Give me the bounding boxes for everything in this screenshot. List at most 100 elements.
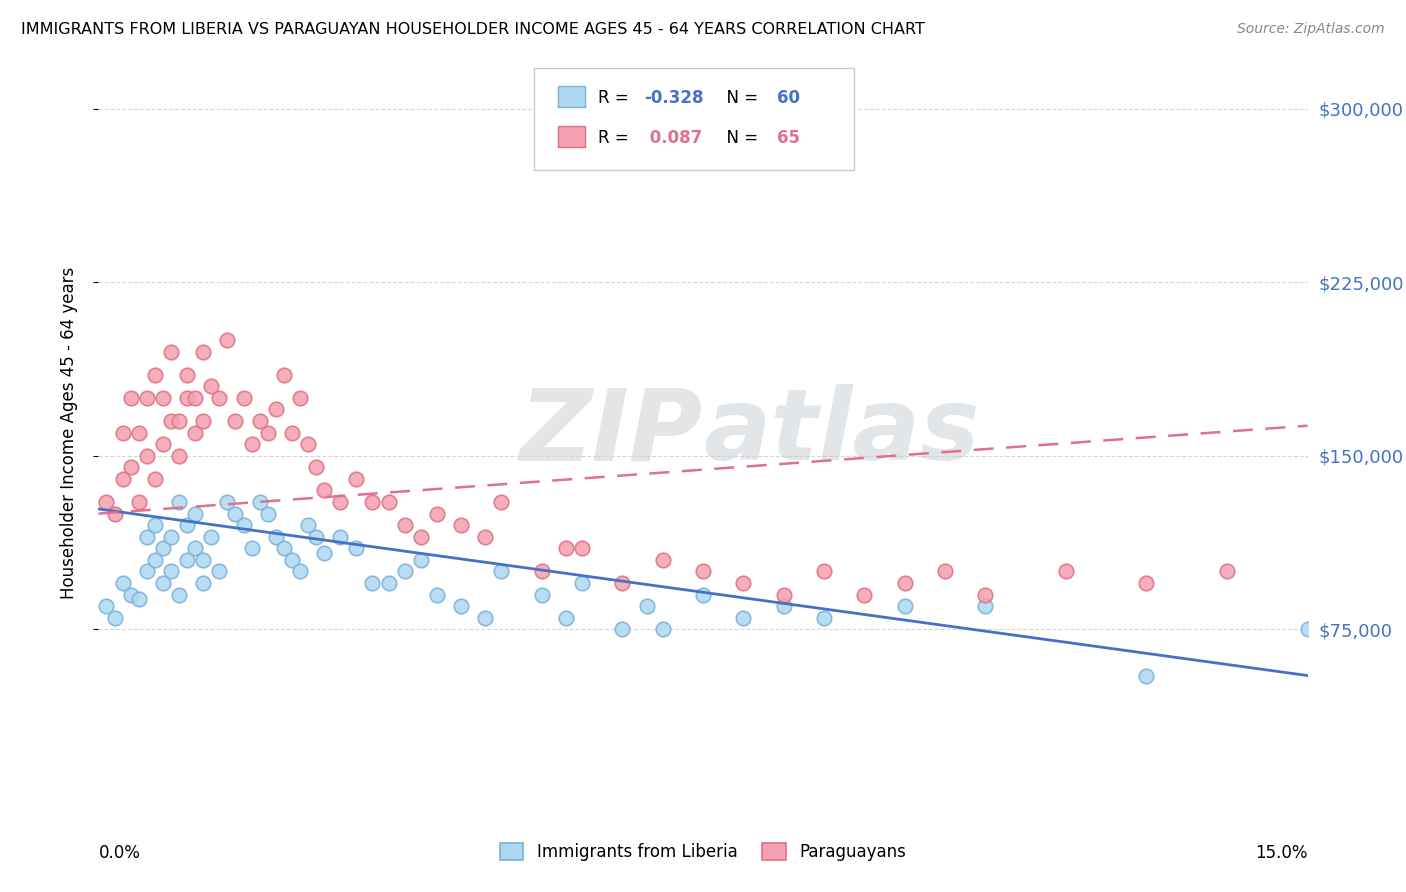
Point [772, 599, 794, 614]
Point [96, 495, 118, 509]
Point [217, 495, 239, 509]
Point [273, 541, 295, 556]
Text: 15.0%: 15.0% [1256, 844, 1308, 862]
Point [297, 437, 319, 451]
Point [409, 530, 432, 544]
Point [135, 565, 157, 579]
Point [314, 483, 336, 498]
Point [450, 599, 472, 614]
Text: atlas: atlas [703, 384, 980, 481]
Text: Source: ZipAtlas.com: Source: ZipAtlas.com [1237, 22, 1385, 37]
Point [555, 541, 578, 556]
Point [555, 610, 578, 624]
Point [128, 592, 150, 607]
Point [249, 495, 271, 509]
Point [184, 507, 207, 521]
Point [934, 565, 956, 579]
Point [240, 437, 263, 451]
Point [176, 391, 198, 405]
Point [474, 530, 496, 544]
Point [474, 610, 496, 624]
Point [1054, 565, 1077, 579]
Point [692, 565, 714, 579]
Point [530, 588, 553, 602]
Point [281, 553, 304, 567]
Point [1216, 565, 1239, 579]
Point [394, 518, 416, 533]
Point [167, 495, 190, 509]
Text: R =: R = [598, 129, 634, 147]
Text: N =: N = [716, 89, 763, 107]
Point [176, 368, 198, 382]
Point [208, 391, 231, 405]
Legend: Immigrants from Liberia, Paraguayans: Immigrants from Liberia, Paraguayans [501, 843, 905, 861]
Point [128, 495, 150, 509]
Point [160, 414, 183, 428]
Point [636, 599, 658, 614]
Point [893, 599, 915, 614]
Point [111, 576, 134, 591]
Point [120, 460, 142, 475]
Point [281, 425, 304, 440]
Point [224, 414, 246, 428]
Point [974, 599, 997, 614]
Text: 60: 60 [776, 89, 800, 107]
Point [329, 495, 352, 509]
Point [184, 425, 207, 440]
Point [491, 565, 513, 579]
Point [193, 344, 215, 359]
Point [135, 530, 157, 544]
Point [361, 495, 384, 509]
Point [314, 546, 336, 560]
Point [651, 622, 673, 636]
Point [128, 425, 150, 440]
Point [103, 610, 125, 624]
Point [571, 541, 593, 556]
Point [143, 472, 166, 486]
Point [167, 414, 190, 428]
Point [96, 599, 118, 614]
Point [813, 565, 835, 579]
Point [152, 437, 174, 451]
Text: -0.328: -0.328 [644, 89, 703, 107]
Point [200, 530, 222, 544]
Point [143, 368, 166, 382]
Point [344, 541, 367, 556]
Point [160, 530, 183, 544]
Point [329, 530, 352, 544]
Point [184, 541, 207, 556]
Point [217, 333, 239, 347]
FancyBboxPatch shape [558, 126, 585, 147]
Point [426, 507, 449, 521]
Point [450, 518, 472, 533]
Point [160, 344, 183, 359]
Point [530, 565, 553, 579]
Point [288, 391, 311, 405]
Point [184, 391, 207, 405]
Point [893, 576, 915, 591]
Point [297, 518, 319, 533]
Point [692, 588, 714, 602]
Point [974, 588, 997, 602]
Point [111, 425, 134, 440]
Point [288, 565, 311, 579]
Point [853, 588, 876, 602]
Text: ZIP: ZIP [520, 384, 703, 481]
Point [176, 518, 198, 533]
Point [612, 576, 634, 591]
Point [772, 588, 794, 602]
Point [176, 553, 198, 567]
Point [273, 368, 295, 382]
Point [426, 588, 449, 602]
FancyBboxPatch shape [558, 86, 585, 107]
Point [733, 610, 755, 624]
Point [193, 553, 215, 567]
Point [143, 518, 166, 533]
Point [1135, 576, 1157, 591]
Point [612, 622, 634, 636]
Text: 0.0%: 0.0% [98, 844, 141, 862]
Point [377, 576, 399, 591]
Point [305, 530, 328, 544]
Point [193, 576, 215, 591]
Point [394, 565, 416, 579]
